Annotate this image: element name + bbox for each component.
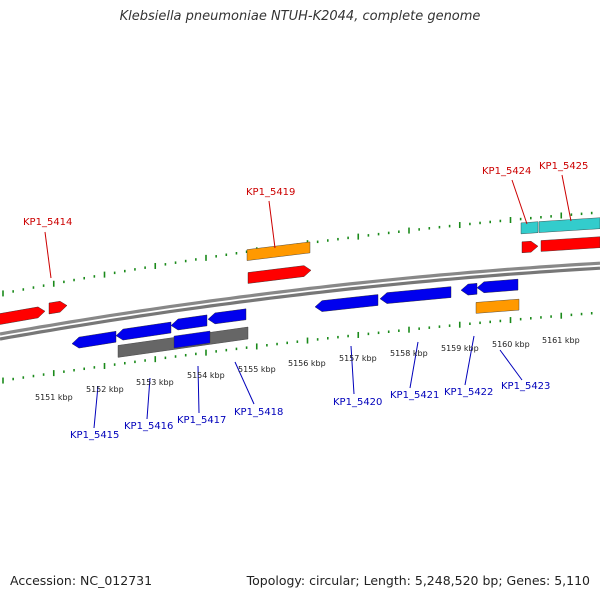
gene-label-kp1-5419[interactable]: KP1_5419 [246, 187, 295, 198]
genome-summary-text: Topology: circular; Length: 5,248,520 bp… [246, 573, 590, 588]
feature-orange-inner [475, 298, 520, 314]
map-title: Klebsiella pneumoniae NTUH-K2044, comple… [119, 9, 481, 24]
gene-label-kp1-5422[interactable]: KP1_5422 [444, 387, 493, 398]
gene-label-kp1-5420[interactable]: KP1_5420 [333, 397, 382, 408]
leader-line [409, 341, 419, 389]
gene-label-kp1-5425[interactable]: KP1_5425 [539, 161, 588, 172]
kbp-label: 5156 kbp [288, 359, 326, 368]
gene-label-kp1-5416[interactable]: KP1_5416 [124, 421, 173, 432]
gene-arrow-minus [71, 330, 117, 349]
kbp-label: 5161 kbp [542, 336, 580, 345]
tick-marks [2, 211, 593, 384]
gene-arrow-plus [247, 265, 312, 284]
gene-label-kp1-5423[interactable]: KP1_5423 [501, 381, 550, 392]
kbp-label: 5153 kbp [136, 378, 174, 387]
leader-line [464, 335, 475, 386]
gene-label-kp1-5414[interactable]: KP1_5414 [23, 217, 72, 228]
plus-gene-labels: KP1_5414 KP1_5419 KP1_5424 KP1_5425 [23, 161, 588, 228]
backbone-line-outer [0, 261, 600, 336]
feature-cyan [520, 221, 539, 235]
gene-arrow-minus [460, 283, 478, 296]
gene-label-kp1-5421[interactable]: KP1_5421 [390, 390, 439, 401]
kbp-label: 5155 kbp [238, 365, 276, 374]
backbone-line-inner [0, 266, 600, 341]
gene-arrow-minus [379, 286, 452, 304]
kbp-label: 5160 kbp [492, 340, 530, 349]
gene-bar-plus [540, 236, 600, 252]
kbp-label: 5159 kbp [441, 344, 479, 353]
leader-line [234, 361, 255, 405]
gene-label-kp1-5415[interactable]: KP1_5415 [70, 430, 119, 441]
kbp-label: 5151 kbp [35, 393, 73, 402]
feature-blue-inner [173, 330, 211, 349]
kbp-label: 5158 kbp [390, 349, 428, 358]
gene-arrow-plus [48, 300, 68, 315]
kbp-labels: 5151 kbp 5152 kbp 5153 kbp 5154 kbp 5155… [35, 336, 580, 402]
minus-gene-labels: KP1_5415 KP1_5416 KP1_5417 KP1_5418 KP1_… [70, 381, 550, 441]
gene-arrow-minus [207, 308, 247, 325]
gene-arrow-minus [170, 314, 208, 331]
genome-backbone [0, 261, 600, 341]
gene-arrow-plus [0, 306, 46, 325]
feature-orange [246, 241, 311, 261]
leader-line [93, 385, 99, 429]
gene-arrow-minus [115, 321, 172, 341]
kbp-label: 5157 kbp [339, 354, 377, 363]
leader-line [268, 200, 276, 249]
gene-label-kp1-5417[interactable]: KP1_5417 [177, 415, 226, 426]
gene-label-kp1-5418[interactable]: KP1_5418 [234, 407, 283, 418]
kbp-label: 5154 kbp [187, 371, 225, 380]
leader-line [561, 174, 572, 222]
feature-track [0, 217, 600, 358]
label-leader-lines [44, 174, 572, 429]
gene-arrow-minus [476, 278, 519, 294]
leader-line [511, 179, 528, 225]
feature-cyan [538, 217, 600, 233]
gene-arrow-plus [521, 240, 539, 254]
gene-arrow-minus [314, 294, 379, 312]
leader-line [44, 231, 52, 279]
leader-line [146, 377, 151, 420]
leader-line [350, 345, 355, 395]
gene-label-kp1-5424[interactable]: KP1_5424 [482, 166, 531, 177]
leader-line [197, 365, 200, 414]
kbp-label: 5152 kbp [86, 385, 124, 394]
leader-line [499, 349, 523, 381]
accession-text: Accession: NC_012731 [10, 573, 153, 588]
